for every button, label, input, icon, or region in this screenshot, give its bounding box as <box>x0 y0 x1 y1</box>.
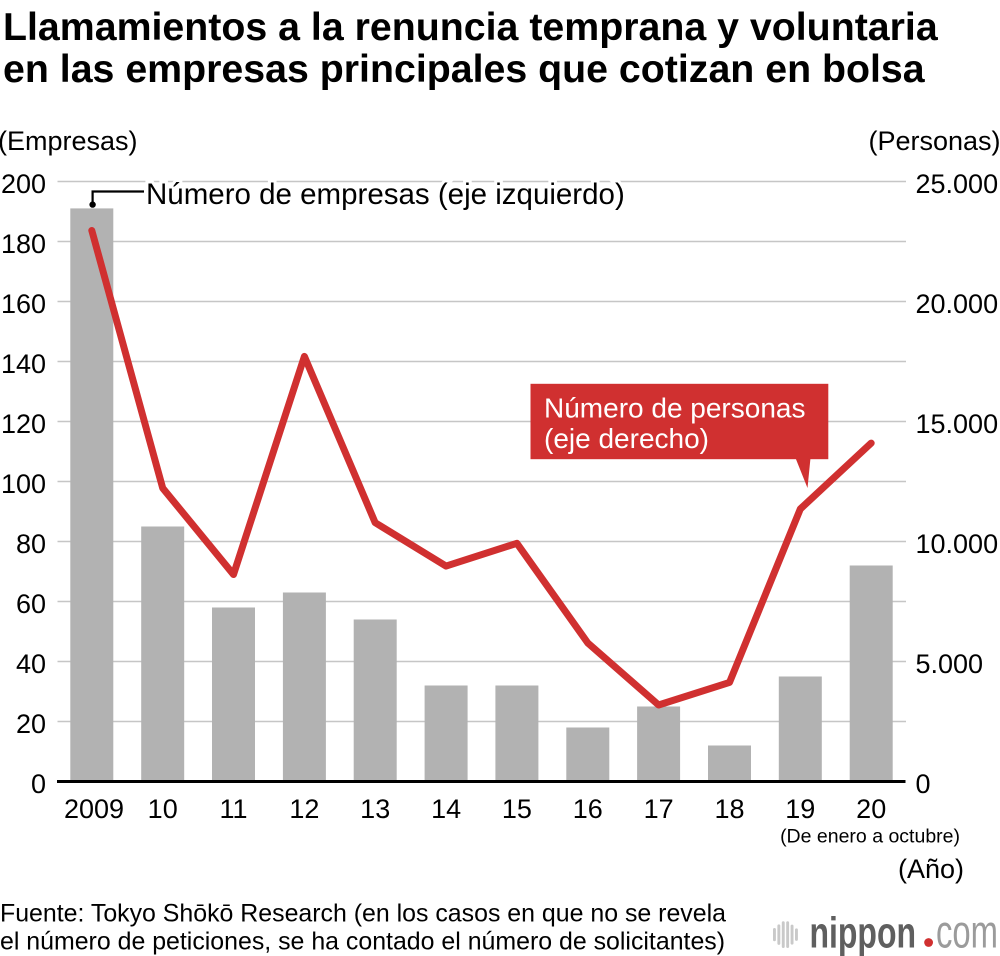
svg-text:18: 18 <box>714 794 744 824</box>
svg-text:Fuente: Tokyo Shōkō Research (: Fuente: Tokyo Shōkō Research (en los cas… <box>0 899 726 927</box>
svg-text:(eje derecho): (eje derecho) <box>544 423 709 454</box>
svg-text:15: 15 <box>502 794 532 824</box>
svg-text:(Año): (Año) <box>898 854 964 884</box>
svg-text:com: com <box>936 905 998 956</box>
svg-text:120: 120 <box>1 409 46 439</box>
svg-text:0: 0 <box>916 769 931 799</box>
svg-text:Llamamientos a la renuncia tem: Llamamientos a la renuncia temprana y vo… <box>3 5 939 49</box>
svg-text:100: 100 <box>1 469 46 499</box>
svg-text:16: 16 <box>573 794 603 824</box>
svg-text:0: 0 <box>31 769 46 799</box>
svg-text:25.000: 25.000 <box>916 169 999 199</box>
svg-text:60: 60 <box>16 589 46 619</box>
svg-text:17: 17 <box>644 794 674 824</box>
svg-text:en las empresas principales qu: en las empresas principales que cotizan … <box>3 47 926 91</box>
svg-text:15.000: 15.000 <box>916 409 999 439</box>
svg-text:200: 200 <box>1 169 46 199</box>
svg-text:80: 80 <box>16 529 46 559</box>
svg-text:10: 10 <box>148 794 178 824</box>
svg-text:140: 140 <box>1 349 46 379</box>
svg-text:14: 14 <box>431 794 461 824</box>
svg-text:180: 180 <box>1 229 46 259</box>
svg-text:160: 160 <box>1 289 46 319</box>
svg-text:13: 13 <box>360 794 390 824</box>
svg-text:12: 12 <box>289 794 319 824</box>
svg-text:2009: 2009 <box>64 794 124 824</box>
svg-text:20.000: 20.000 <box>916 289 999 319</box>
svg-text:11: 11 <box>219 794 247 824</box>
svg-text:19: 19 <box>785 794 815 824</box>
svg-text:Número de personas: Número de personas <box>544 393 805 424</box>
svg-text:(De enero a octubre): (De enero a octubre) <box>780 826 960 848</box>
svg-text:(Personas): (Personas) <box>868 126 1000 156</box>
svg-text:20: 20 <box>856 794 886 824</box>
svg-text:10.000: 10.000 <box>916 529 999 559</box>
svg-text:20: 20 <box>16 709 46 739</box>
svg-text:Número de empresas (eje izquie: Número de empresas (eje izquierdo) <box>146 178 625 211</box>
svg-text:(Empresas): (Empresas) <box>0 126 138 156</box>
svg-text:40: 40 <box>16 649 46 679</box>
svg-text:5.000: 5.000 <box>916 649 984 679</box>
svg-text:nippon: nippon <box>810 908 917 956</box>
svg-text:el número de peticiones, se ha: el número de peticiones, se ha contado e… <box>0 928 725 956</box>
svg-text:Número de empresas (eje izquie: Número de empresas (eje izquierdo) <box>146 178 625 211</box>
